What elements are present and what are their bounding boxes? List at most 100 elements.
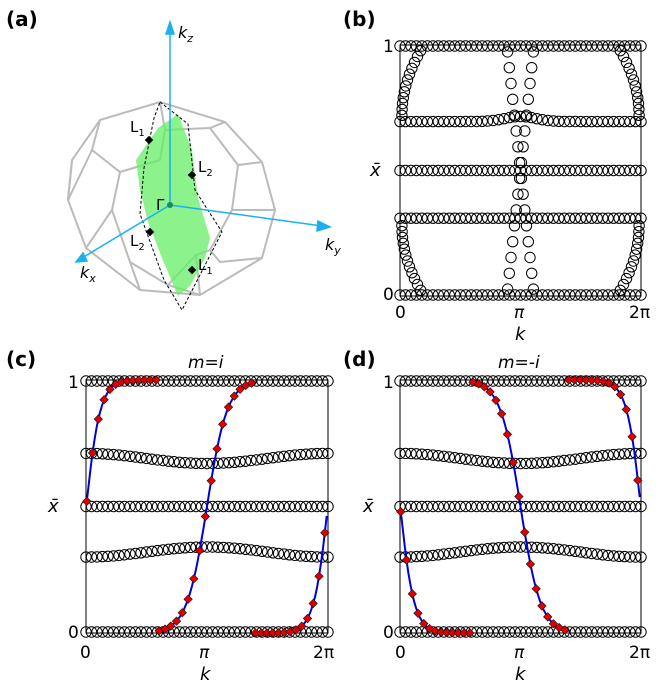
data-point bbox=[460, 212, 472, 224]
data-point bbox=[591, 450, 603, 462]
data-point bbox=[294, 448, 307, 461]
ytick-bottom-c: 0 bbox=[68, 623, 79, 643]
data-point bbox=[465, 500, 477, 513]
data-point bbox=[438, 164, 450, 177]
data-point bbox=[629, 40, 642, 52]
data-point bbox=[635, 40, 647, 52]
data-point bbox=[580, 452, 592, 464]
data-point bbox=[531, 40, 543, 52]
data-point bbox=[635, 212, 647, 224]
wilson-marker bbox=[497, 409, 507, 419]
data-point bbox=[212, 500, 224, 513]
data-point bbox=[629, 115, 642, 128]
data-point bbox=[531, 500, 543, 513]
data-point bbox=[553, 455, 565, 467]
data-point bbox=[449, 500, 461, 513]
data-point bbox=[223, 626, 235, 638]
data-point bbox=[514, 626, 527, 638]
data-point bbox=[234, 626, 246, 638]
data-point bbox=[118, 626, 131, 638]
data-point bbox=[410, 500, 423, 513]
data-point bbox=[405, 164, 417, 177]
data-point bbox=[113, 449, 125, 461]
wilson-marker bbox=[569, 375, 580, 385]
ytick-top-c: 1 bbox=[68, 373, 79, 393]
data-point bbox=[575, 452, 587, 465]
data-point bbox=[471, 40, 483, 52]
data-point bbox=[558, 212, 570, 224]
data-point bbox=[421, 375, 434, 387]
data-point bbox=[124, 450, 136, 462]
data-point bbox=[300, 626, 312, 638]
wilson-marker bbox=[610, 382, 620, 392]
data-point bbox=[146, 453, 158, 465]
data-point bbox=[405, 289, 417, 301]
data-point bbox=[503, 626, 516, 638]
data-point bbox=[179, 500, 191, 513]
data-point bbox=[438, 115, 450, 128]
data-point bbox=[487, 212, 499, 224]
data-point bbox=[135, 452, 147, 464]
kz-arrowhead bbox=[164, 19, 176, 35]
data-point bbox=[476, 500, 488, 513]
data-point bbox=[580, 626, 592, 638]
data-point bbox=[443, 40, 455, 52]
data-point bbox=[146, 545, 158, 557]
data-point bbox=[618, 626, 631, 638]
data-point bbox=[394, 115, 406, 128]
wilson-marker bbox=[291, 625, 301, 635]
data-point bbox=[625, 68, 638, 80]
data-point bbox=[465, 212, 477, 224]
data-point bbox=[558, 289, 570, 301]
data-point bbox=[405, 447, 417, 460]
data-point bbox=[405, 375, 417, 387]
data-point bbox=[135, 626, 147, 638]
wilson-marker bbox=[99, 395, 109, 405]
data-point bbox=[635, 289, 647, 301]
data-point bbox=[487, 40, 499, 52]
data-point bbox=[410, 626, 423, 638]
data-point bbox=[432, 164, 444, 177]
label-l2-left: L2 bbox=[130, 232, 145, 253]
data-point bbox=[531, 113, 543, 125]
panel-label-d: (d) bbox=[343, 347, 376, 371]
data-point bbox=[602, 500, 614, 513]
wilson-marker bbox=[206, 476, 216, 486]
data-point bbox=[305, 626, 318, 638]
wilson-line-segment bbox=[399, 511, 472, 634]
xlabel-c: k bbox=[200, 664, 212, 685]
data-point bbox=[586, 164, 598, 177]
data-point bbox=[394, 40, 406, 52]
data-point bbox=[135, 547, 147, 559]
data-point bbox=[476, 115, 488, 128]
data-point bbox=[509, 40, 521, 52]
panel-d: (d) m=-i 1 0 x̄ 0 π 2π k bbox=[343, 347, 650, 685]
data-point bbox=[623, 62, 635, 75]
data-point bbox=[630, 86, 643, 98]
data-point bbox=[416, 626, 428, 638]
data-point bbox=[553, 289, 565, 301]
data-point bbox=[305, 500, 318, 513]
data-point bbox=[633, 103, 645, 116]
data-point bbox=[396, 220, 408, 232]
data-point bbox=[438, 500, 450, 513]
data-point bbox=[394, 375, 406, 387]
data-point bbox=[613, 164, 625, 177]
data-point bbox=[618, 164, 631, 177]
data-point bbox=[492, 164, 505, 177]
wilson-marker bbox=[560, 625, 570, 635]
data-point bbox=[267, 547, 279, 559]
data-point bbox=[261, 500, 274, 513]
data-point bbox=[212, 626, 224, 638]
wilson-marker bbox=[491, 395, 501, 405]
data-point bbox=[625, 261, 638, 273]
data-point bbox=[503, 267, 515, 279]
data-point bbox=[398, 243, 411, 255]
data-point bbox=[151, 544, 164, 557]
data-point bbox=[394, 626, 406, 638]
wilson-marker bbox=[229, 391, 239, 401]
data-point bbox=[294, 500, 307, 513]
data-point bbox=[416, 164, 428, 177]
wilson-marker bbox=[587, 375, 597, 385]
data-point bbox=[398, 86, 411, 98]
